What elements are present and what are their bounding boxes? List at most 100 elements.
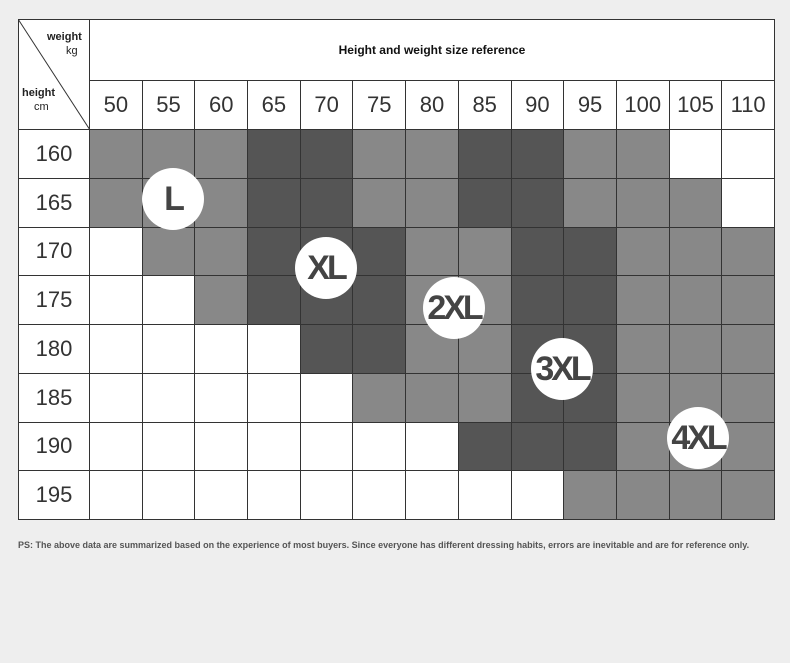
size-cell [668,129,723,179]
size-cell [668,226,723,277]
size-cell [247,470,301,520]
size-cell [352,421,407,472]
size-cell [405,470,459,520]
size-cell [89,421,143,472]
size-cell [668,324,723,374]
height-cell: 185 [18,372,90,423]
size-cell [668,275,723,325]
size-cell [194,470,249,520]
size-cell [457,226,512,277]
size-cell [668,470,723,520]
size-badge: 2XL [423,277,485,339]
size-cell [194,372,249,423]
height-label: height [22,87,55,99]
size-cell [405,421,459,472]
size-cell [721,177,775,228]
size-cell [405,177,459,228]
size-cell [457,177,512,228]
corner-diagonal [18,19,90,130]
size-cell [352,372,407,423]
size-cell [352,470,407,520]
height-cell: 170 [18,226,90,277]
height-cell: 180 [18,324,90,374]
size-cell [405,372,459,423]
size-cell [510,177,565,228]
size-cell [563,275,617,325]
size-cell [194,421,249,472]
weight-header: 50 [89,80,143,130]
size-cell [615,226,670,277]
size-cell [563,421,617,472]
size-cell [194,324,249,374]
weight-header: 95 [563,80,617,130]
size-cell [457,421,512,472]
size-cell [721,324,775,374]
size-cell [615,470,670,520]
size-cell [563,177,617,228]
height-cell: 175 [18,275,90,325]
size-cell [89,372,143,423]
size-cell [141,324,196,374]
size-cell [141,275,196,325]
size-badge: XL [295,237,357,299]
size-cell [299,421,354,472]
size-cell [721,275,775,325]
weight-header: 80 [405,80,459,130]
size-cell [615,324,670,374]
size-cell [247,129,301,179]
size-cell [721,421,775,472]
size-cell [457,129,512,179]
size-cell [405,226,459,277]
size-cell [247,275,301,325]
weight-header: 75 [352,80,407,130]
size-cell [721,226,775,277]
size-cell [89,226,143,277]
size-cell [457,372,512,423]
weight-header: 70 [299,80,354,130]
size-badge: 3XL [531,338,593,400]
size-cell [89,470,143,520]
size-cell [89,177,143,228]
size-cell [247,421,301,472]
height-cell: 195 [18,470,90,520]
weight-header: 100 [615,80,670,130]
weight-header: 65 [247,80,301,130]
size-cell [615,177,670,228]
size-cell [247,324,301,374]
size-cell [563,129,617,179]
size-cell [299,324,354,374]
weight-header: 55 [141,80,196,130]
height-unit: cm [34,101,49,113]
size-cell [194,226,249,277]
size-cell [89,275,143,325]
size-cell [352,226,407,277]
size-cell [194,129,249,179]
size-cell [247,226,301,277]
size-badge: L [142,168,204,230]
weight-header: 60 [194,80,249,130]
size-cell [247,177,301,228]
size-cell [405,129,459,179]
height-cell: 190 [18,421,90,472]
size-cell [510,129,565,179]
size-cell [615,129,670,179]
size-cell [141,421,196,472]
size-cell [299,372,354,423]
size-cell [721,129,775,179]
weight-header: 90 [510,80,565,130]
size-cell [510,470,565,520]
size-cell [668,177,723,228]
size-cell [141,226,196,277]
size-cell [141,470,196,520]
size-cell [352,275,407,325]
size-cell [299,129,354,179]
size-cell [89,324,143,374]
size-cell [352,129,407,179]
size-cell [721,470,775,520]
size-cell [615,372,670,423]
size-cell [247,372,301,423]
height-cell: 165 [18,177,90,228]
table-title: Height and weight size reference [89,19,775,81]
size-badge: 4XL [667,407,729,469]
size-cell [299,470,354,520]
